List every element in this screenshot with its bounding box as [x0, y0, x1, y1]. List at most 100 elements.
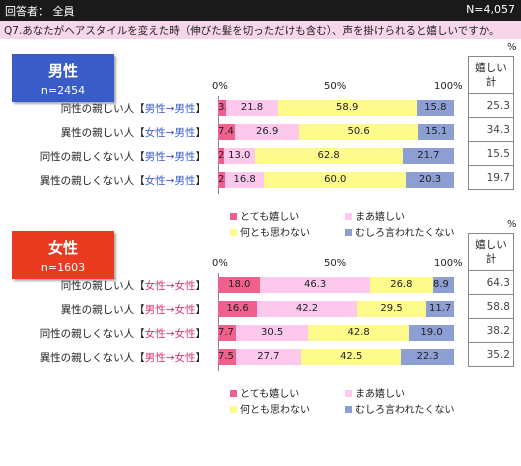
row-label-part: 女性→男性	[144, 127, 196, 139]
y-axis-line	[218, 273, 219, 371]
group-n: n=1603	[40, 261, 86, 274]
row-label: 同性の親しい人【男性→男性】	[0, 101, 206, 117]
legend-label: 何とも思わない	[240, 405, 310, 416]
x-tick-label: 50%	[324, 258, 347, 269]
x-tick-label: 0%	[212, 258, 228, 269]
bar-segment: 42.8	[308, 325, 410, 341]
row-label-text: 異性の親しくない人【女性→男性】	[40, 173, 206, 188]
bar-segment: 62.8	[254, 148, 403, 164]
row-label-part: 】	[195, 175, 207, 187]
row-label-text: 異性の親しくない人【男性→女性】	[40, 350, 206, 365]
bar-segment: 15.1	[418, 124, 454, 140]
y-axis-line	[218, 96, 219, 194]
header-bar: 回答者： 全員 N=4,057	[0, 0, 521, 21]
row-label: 異性の親しくない人【男性→女性】	[0, 350, 206, 366]
row-label-part: 男性→女性	[144, 352, 196, 364]
legend-swatch	[345, 213, 352, 220]
row-label-part: 女性→女性	[144, 328, 196, 340]
bar-segment: 42.5	[301, 349, 402, 365]
group-n: n=2454	[40, 84, 86, 97]
sum-value: 35.2	[468, 343, 514, 367]
legend-item: とても嬉しい	[230, 385, 299, 400]
row-label-part: 女性→男性	[144, 175, 196, 187]
row-label-part: 】	[195, 352, 207, 364]
question-bar: Q7.あなたがヘアスタイルを変えた時（伸びた髪を切っただけも含む）、声を掛けられ…	[0, 21, 521, 39]
row-label-part: 】	[195, 127, 207, 139]
legend-item: むしろ言われたくない	[345, 401, 455, 416]
bar-segment: 3.5	[218, 100, 234, 116]
bar-segment: 26.8	[369, 277, 433, 293]
bar-segment: 21.8	[226, 100, 278, 116]
legend-label: まあ嬉しい	[355, 212, 405, 223]
bar-segment: 58.9	[277, 100, 417, 116]
row-label-text: 異性の親しい人【男性→女性】	[61, 302, 206, 317]
stacked-bar: 18.0 46.3 26.8 8.9	[218, 277, 454, 293]
row-label-part: 同性の親しい人【	[60, 103, 145, 115]
legend-item: むしろ言われたくない	[345, 224, 455, 239]
row-label: 異性の親しくない人【女性→男性】	[0, 173, 206, 189]
legend-label: まあ嬉しい	[355, 389, 405, 400]
legend-label: 何とも思わない	[240, 228, 310, 239]
bar-segment: 2.9	[218, 172, 234, 188]
row-label-text: 同性の親しくない人【男性→男性】	[40, 149, 206, 164]
row-label: 同性の親しくない人【男性→男性】	[0, 149, 206, 165]
sum-value: 34.3	[468, 118, 514, 142]
legend-swatch	[345, 390, 352, 397]
stacked-bar: 7.4 26.9 50.6 15.1	[218, 124, 454, 140]
bar-segment: 19.0	[409, 325, 454, 341]
group-box: 女性 n=1603	[12, 231, 114, 279]
row-label-part: 同性の親しくない人【	[39, 328, 145, 340]
sum-header: 嬉しい計	[468, 233, 514, 271]
x-tick-label: 50%	[324, 81, 347, 92]
row-label-part: 同性の親しくない人【	[39, 151, 145, 163]
legend-swatch	[230, 229, 237, 236]
row-label-text: 同性の親しい人【女性→女性】	[61, 278, 206, 293]
row-label: 異性の親しい人【男性→女性】	[0, 302, 206, 318]
bar-segment: 21.7	[402, 148, 454, 164]
x-tick-label: 100%	[434, 81, 463, 92]
row-label-part: 】	[195, 280, 207, 292]
stacked-bar: 7.5 27.7 42.5 22.3	[218, 349, 454, 365]
row-label-part: 異性の親しい人【	[60, 304, 145, 316]
bar-segment: 29.5	[356, 301, 427, 317]
legend-swatch	[345, 229, 352, 236]
legend-label: むしろ言われたくない	[355, 228, 455, 239]
row-label-text: 同性の親しい人【男性→男性】	[61, 101, 206, 116]
legend-swatch	[230, 390, 237, 397]
stacked-bar: 16.6 42.2 29.5 11.7	[218, 301, 454, 317]
row-label-part: 】	[195, 151, 207, 163]
legend-item: とても嬉しい	[230, 208, 299, 223]
legend-item: 何とも思わない	[230, 224, 310, 239]
sum-header: 嬉しい計	[468, 56, 514, 94]
percent-sign: %	[507, 42, 517, 53]
bar-segment: 16.6	[218, 301, 258, 317]
row-label-part: 】	[195, 304, 207, 316]
row-label-part: 】	[195, 328, 207, 340]
legend-item: まあ嬉しい	[345, 208, 405, 223]
stacked-bar: 2.513.062.821.7	[218, 148, 454, 164]
bar-segment: 46.3	[260, 277, 370, 293]
row-label-part: 男性→男性	[144, 151, 196, 163]
sum-value: 58.8	[468, 295, 514, 319]
group-box: 男性 n=2454	[12, 54, 114, 102]
bar-segment: 22.3	[401, 349, 454, 365]
row-label-part: 異性の親しい人【	[60, 127, 145, 139]
bar-segment: 8.9	[432, 277, 454, 293]
row-label-part: 同性の親しい人【	[60, 280, 145, 292]
group-title: 女性	[47, 239, 78, 257]
sum-value: 25.3	[468, 94, 514, 118]
bar-segment: 50.6	[298, 124, 419, 140]
legend-swatch	[230, 213, 237, 220]
bar-segment: 7.5	[218, 349, 236, 365]
bar-segment: 42.2	[257, 301, 357, 317]
bar-segment: 11.7	[426, 301, 454, 317]
row-label-part: 】	[195, 103, 207, 115]
legend-item: 何とも思わない	[230, 401, 310, 416]
row-label-part: 男性→女性	[144, 304, 196, 316]
bar-segment: 16.8	[224, 172, 265, 188]
bar-segment: 13.0	[223, 148, 255, 164]
respondent-label: 回答者： 全員	[5, 5, 75, 18]
row-label: 異性の親しい人【女性→男性】	[0, 125, 206, 141]
legend-label: とても嬉しい	[240, 389, 300, 400]
row-label-text: 同性の親しくない人【女性→女性】	[40, 326, 206, 341]
